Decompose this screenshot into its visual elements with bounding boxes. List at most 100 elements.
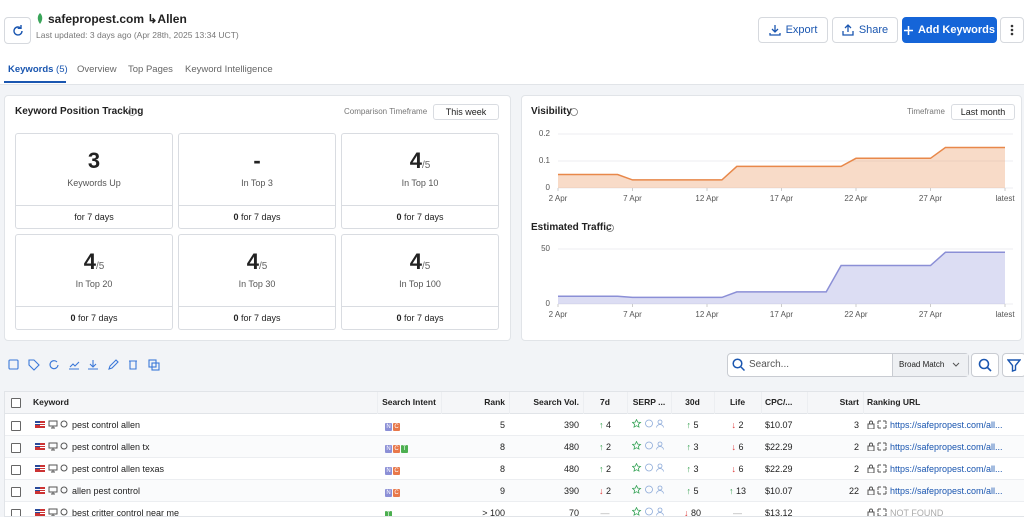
share-button[interactable]: Share [832, 17, 898, 43]
arrow: ↓ [731, 442, 736, 452]
intent-badge: N [385, 467, 392, 475]
column-header: Search Intent [382, 397, 436, 407]
tab[interactable]: Overview [77, 64, 117, 75]
intent-badge: C [393, 467, 400, 475]
card-footer: 0 for 7 days [16, 313, 172, 323]
cpc: $10.07 [765, 420, 793, 430]
column-header: Search Vol. [533, 397, 579, 407]
tracking-title: Keyword Position Tracking [15, 106, 144, 117]
delta-value: 2 [606, 442, 612, 452]
ranking-url[interactable]: https://safepropest.com/all... [890, 486, 1003, 496]
header-row [5, 392, 1024, 414]
tab-active[interactable]: Keywords (5) [8, 64, 68, 75]
cpc: $22.29 [765, 464, 793, 474]
card-label: In Top 3 [241, 178, 273, 188]
ranking-url[interactable]: https://safepropest.com/all... [890, 420, 1003, 430]
match-select[interactable] [892, 354, 968, 376]
serp-cell [631, 458, 667, 480]
card-value: 4/5 [179, 249, 335, 275]
arrow: ↑ [686, 486, 691, 496]
d7-cell: ↓ 2 [587, 480, 623, 502]
arrow: ↑ [686, 420, 691, 430]
x-tick-label: 2 Apr [549, 310, 568, 319]
ranking-url[interactable]: https://safepropest.com/all... [890, 464, 1003, 474]
card-footer-text: for 7 days [404, 313, 444, 323]
intent-badge: N [385, 423, 392, 431]
arrow: ↓ [731, 464, 736, 474]
checkbox[interactable] [11, 443, 21, 453]
delta-value: 80 [691, 508, 702, 517]
life-cell: ↓ 6 [718, 458, 757, 480]
d30-cell: ↑ 3 [675, 436, 710, 458]
checkbox[interactable] [11, 465, 21, 475]
card: 4/5 In Top 30 0 for 7 days [178, 234, 336, 330]
checkbox[interactable] [11, 487, 21, 497]
card-count: 0 [233, 212, 239, 222]
add-keywords-button[interactable]: Add Keywords [902, 17, 997, 43]
intent-badge: C [393, 423, 400, 431]
tab-count: (5) [56, 64, 68, 75]
charts-panel [521, 95, 1022, 341]
cpc: $22.29 [765, 442, 793, 452]
serp-cell [631, 480, 667, 502]
info-icon [606, 224, 614, 232]
ranking-url[interactable]: NOT FOUND [890, 508, 944, 517]
arrow: ↑ [598, 442, 604, 452]
card-footer: 0 for 7 days [342, 313, 498, 323]
row [5, 436, 1024, 458]
x-tick-label: 22 Apr [844, 194, 867, 203]
serp-cell [631, 436, 667, 458]
visibility-timeframe[interactable]: Last month [951, 104, 1015, 120]
url-cell: https://safepropest.com/all... [867, 436, 1021, 458]
column-header: Ranking URL [867, 397, 921, 407]
checkbox[interactable] [11, 421, 21, 431]
card-value: 4/5 [16, 249, 172, 275]
match-label: Broad Match [899, 360, 945, 369]
tab[interactable]: Keyword Intelligence [185, 64, 273, 75]
checkbox[interactable] [11, 509, 21, 516]
ranking-url[interactable]: https://safepropest.com/all... [890, 442, 1003, 452]
column-header: CPC/... [765, 397, 793, 407]
d30-cell: ↑ 5 [675, 480, 710, 502]
start: 3 [853, 420, 859, 430]
keyword: allen pest control [72, 486, 141, 496]
timeframe-select[interactable]: This week [433, 104, 499, 120]
card-number: - [253, 148, 261, 173]
card-number: 4 [83, 249, 96, 274]
keyword: best critter control near me [72, 508, 180, 517]
export-label: Export [785, 24, 818, 36]
info-icon [128, 108, 136, 116]
d30-cell: ↑ 5 [675, 414, 710, 436]
rank: 5 [499, 420, 505, 430]
tab[interactable]: Top Pages [128, 64, 173, 75]
column-header: Rank [484, 397, 505, 407]
add-label: Add Keywords [917, 24, 995, 36]
rank: 9 [499, 486, 505, 496]
card-label: In Top 30 [238, 279, 276, 289]
row [5, 414, 1024, 436]
export-button[interactable]: Export [758, 17, 828, 43]
filter-button[interactable] [1002, 353, 1024, 377]
volume: 390 [563, 486, 579, 496]
area [558, 147, 1005, 188]
tab-underline [4, 81, 66, 83]
leaf-icon [37, 13, 43, 24]
card-number: 4 [409, 148, 422, 173]
delta-value: 2 [738, 420, 744, 430]
delta-text: — [600, 508, 610, 517]
d7-cell: — [587, 502, 623, 517]
refresh-button[interactable] [4, 17, 31, 44]
checkbox[interactable] [11, 398, 21, 408]
card-total: /5 [421, 160, 431, 171]
area [558, 252, 1005, 304]
search-button[interactable] [971, 353, 999, 377]
arrow: ↓ [598, 486, 604, 496]
delta-value: 2 [606, 464, 612, 474]
x-tick-label: 2 Apr [549, 194, 568, 203]
chevron [952, 362, 960, 367]
row [5, 502, 1024, 516]
keyword: pest control allen [72, 420, 141, 430]
cpc: $10.07 [765, 486, 793, 496]
